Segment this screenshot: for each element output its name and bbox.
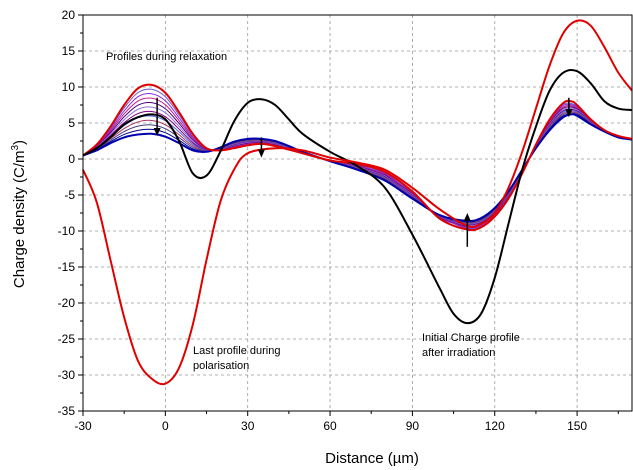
y-tick-label: 10 xyxy=(62,80,76,94)
x-tick-label: 120 xyxy=(485,419,505,433)
y-tick-label: -20 xyxy=(58,296,76,310)
x-tick-label: 30 xyxy=(241,419,255,433)
series-final-relaxation-line xyxy=(82,113,633,223)
y-axis-ticks: -35 -30 -25 -20 -15 -10 -5 0 5 10 15 20 xyxy=(58,8,83,418)
annotation-relaxation: Profiles during relaxation xyxy=(106,51,227,63)
x-axis-ticks: -30 0 30 60 90 120 150 xyxy=(74,411,619,433)
annotation-initial-line1: Initial Charge profile xyxy=(422,332,520,344)
y-axis-label: Charge density (C/m3) xyxy=(10,140,28,288)
x-axis-label: Distance (µm) xyxy=(325,450,419,467)
y-tick-label: -35 xyxy=(58,404,76,418)
arrow-head xyxy=(257,149,265,158)
x-tick-label: -30 xyxy=(74,419,92,433)
arrow-head xyxy=(463,213,471,221)
y-tick-label: 0 xyxy=(68,152,75,166)
y-axis-label-sup: 3 xyxy=(10,145,21,151)
annotation-last-polarisation-line2: polarisation xyxy=(193,360,249,372)
y-tick-label: -25 xyxy=(58,332,76,346)
y-tick-label: -5 xyxy=(64,188,75,202)
y-tick-label: 5 xyxy=(68,116,75,130)
y-tick-label: -30 xyxy=(58,368,76,382)
arrow-head xyxy=(565,109,573,118)
grid-lines xyxy=(82,14,632,412)
y-axis-label-close: ) xyxy=(11,140,28,145)
series-initial-profile-line xyxy=(82,68,633,325)
annotation-initial-line2: after irradiation xyxy=(422,347,495,359)
x-tick-label: 150 xyxy=(567,419,587,433)
arrow-head xyxy=(153,127,161,136)
x-tick-label: 60 xyxy=(323,419,337,433)
x-tick-label: 90 xyxy=(406,419,420,433)
series-lines xyxy=(82,19,633,386)
series-last-polarisation-line xyxy=(82,19,633,386)
x-tick-label: 0 xyxy=(162,419,169,433)
annotation-last-polarisation-line1: Last profile during xyxy=(193,345,280,357)
y-tick-label: -10 xyxy=(58,224,76,238)
y-tick-label: 15 xyxy=(62,44,76,58)
series-first-relaxation-line xyxy=(82,83,633,232)
y-tick-label: -15 xyxy=(58,260,76,274)
y-axis-label-main: Charge density (C/m xyxy=(11,151,28,289)
y-tick-label: 20 xyxy=(62,8,76,22)
trend-arrows xyxy=(153,97,573,247)
